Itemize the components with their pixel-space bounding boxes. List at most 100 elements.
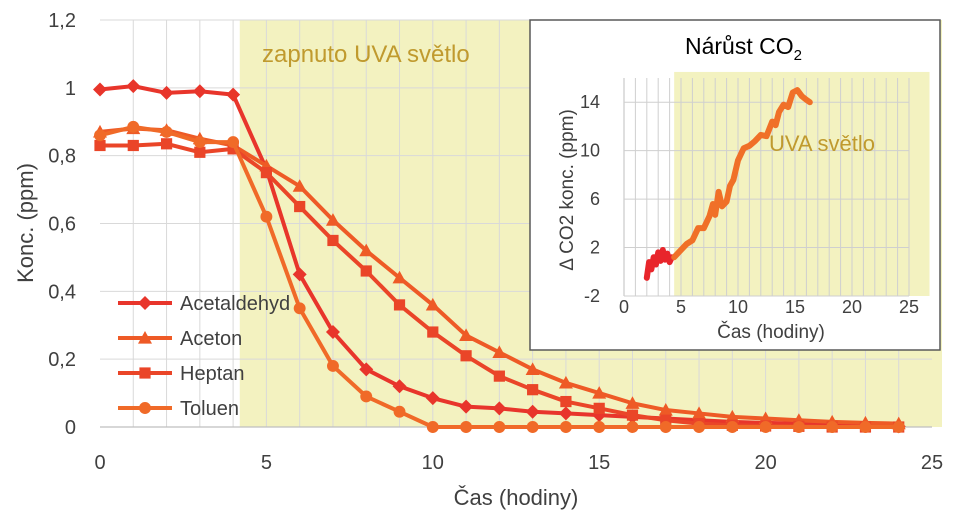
inset-x-tick-label: 25 (899, 297, 919, 317)
data-point (625, 396, 640, 409)
data-point (459, 328, 474, 342)
legend-label: Aceton (180, 328, 242, 350)
legend-marker (138, 296, 152, 310)
y-tick-label: 0 (65, 417, 76, 439)
legend-marker (139, 402, 151, 414)
data-point (227, 143, 239, 155)
data-point (526, 421, 539, 433)
inset-x-axis-label: Čas (hodiny) (717, 321, 825, 343)
data-point (359, 243, 374, 257)
legend-label: Toluen (180, 398, 239, 420)
x-tick-label: 25 (921, 452, 943, 474)
data-point (859, 421, 872, 433)
data-point (459, 399, 474, 414)
x-tick-label: 15 (588, 452, 610, 474)
data-point (725, 409, 740, 423)
inset-title-subscript: 2 (794, 47, 802, 64)
legend-label: Heptan (180, 363, 245, 385)
data-point (94, 129, 106, 142)
data-point (260, 210, 273, 223)
inset-x-tick-label: 10 (728, 297, 748, 317)
y-tick-label: 0,6 (48, 214, 76, 236)
data-point (593, 421, 606, 433)
data-point (626, 409, 639, 421)
data-point (426, 421, 439, 433)
data-point (559, 421, 572, 433)
legend: Acetaldehyd Aceton Heptan Toluen (118, 293, 290, 420)
inset-x-tick-label: 5 (676, 297, 686, 317)
inset-y-tick-label: 10 (580, 141, 600, 161)
inset-uva-shaded-region (674, 71, 930, 296)
x-tick-label: 0 (94, 452, 105, 474)
data-point (392, 270, 407, 284)
data-point (94, 139, 106, 152)
data-point (327, 234, 339, 247)
data-point (525, 404, 540, 419)
data-point (427, 326, 439, 338)
data-point (460, 350, 472, 362)
data-point (425, 391, 440, 406)
legend-item-toluen: Toluen (118, 398, 239, 420)
data-point (759, 421, 772, 433)
legend-item-aceton: Aceton (118, 328, 242, 350)
data-point (93, 82, 107, 97)
data-point (726, 421, 739, 433)
data-point (392, 379, 407, 394)
data-point (826, 421, 839, 433)
inset-y-tick-label: 14 (580, 92, 600, 112)
data-point (127, 120, 140, 133)
data-point (327, 360, 339, 372)
data-point (359, 362, 374, 377)
data-point (493, 370, 505, 382)
data-point (493, 421, 506, 433)
data-point (227, 136, 240, 149)
data-point (558, 406, 573, 421)
data-point (693, 421, 705, 433)
data-point (558, 375, 573, 389)
data-point (160, 138, 173, 150)
inset-y-axis-label: Δ CO2 konc. (ppm) (557, 109, 578, 271)
data-point (525, 362, 540, 375)
data-point (226, 87, 241, 102)
data-point (660, 414, 672, 426)
data-point (193, 136, 206, 149)
legend-label: Acetaldehyd (180, 293, 290, 315)
x-tick-label: 20 (754, 452, 776, 474)
data-point (159, 85, 174, 100)
data-point (393, 299, 406, 311)
x-axis-label: Čas (hodiny) (454, 485, 579, 510)
data-point (393, 405, 406, 418)
data-point (460, 421, 473, 433)
inset-series-tma (643, 246, 675, 281)
data-point (593, 402, 605, 414)
data-point (692, 406, 707, 420)
data-point (560, 395, 572, 408)
data-point (792, 421, 805, 433)
inset-y-tick-label: -2 (584, 286, 600, 306)
data-point (292, 179, 307, 192)
uva-region-label: zapnuto UVA světlo (262, 41, 470, 68)
y-tick-label: 0,8 (48, 146, 76, 168)
x-tick-label: 10 (422, 452, 444, 474)
y-axis-label: Konc. (ppm) (13, 163, 38, 283)
data-point (626, 421, 639, 433)
y-tick-label: 1 (65, 78, 76, 100)
inset-uva-label: UVA světlo (769, 131, 875, 156)
x-tick-label: 5 (261, 452, 272, 474)
data-point (160, 125, 173, 138)
y-tick-label: 0,2 (48, 349, 76, 371)
data-point (360, 265, 372, 277)
data-point (325, 213, 340, 226)
y-tick-label: 1,2 (48, 10, 76, 32)
legend-marker (139, 367, 151, 379)
inset-x-tick-label: 0 (619, 297, 629, 317)
data-point (192, 84, 207, 99)
legend-item-acetaldehyd: Acetaldehyd (118, 293, 290, 315)
series-toluen (94, 120, 905, 433)
inset-y-tick-label: 6 (590, 189, 600, 209)
inset-x-tick-label: 15 (785, 297, 805, 317)
legend-item-heptan: Heptan (118, 363, 245, 385)
inset-y-tick-label: 2 (590, 238, 600, 258)
